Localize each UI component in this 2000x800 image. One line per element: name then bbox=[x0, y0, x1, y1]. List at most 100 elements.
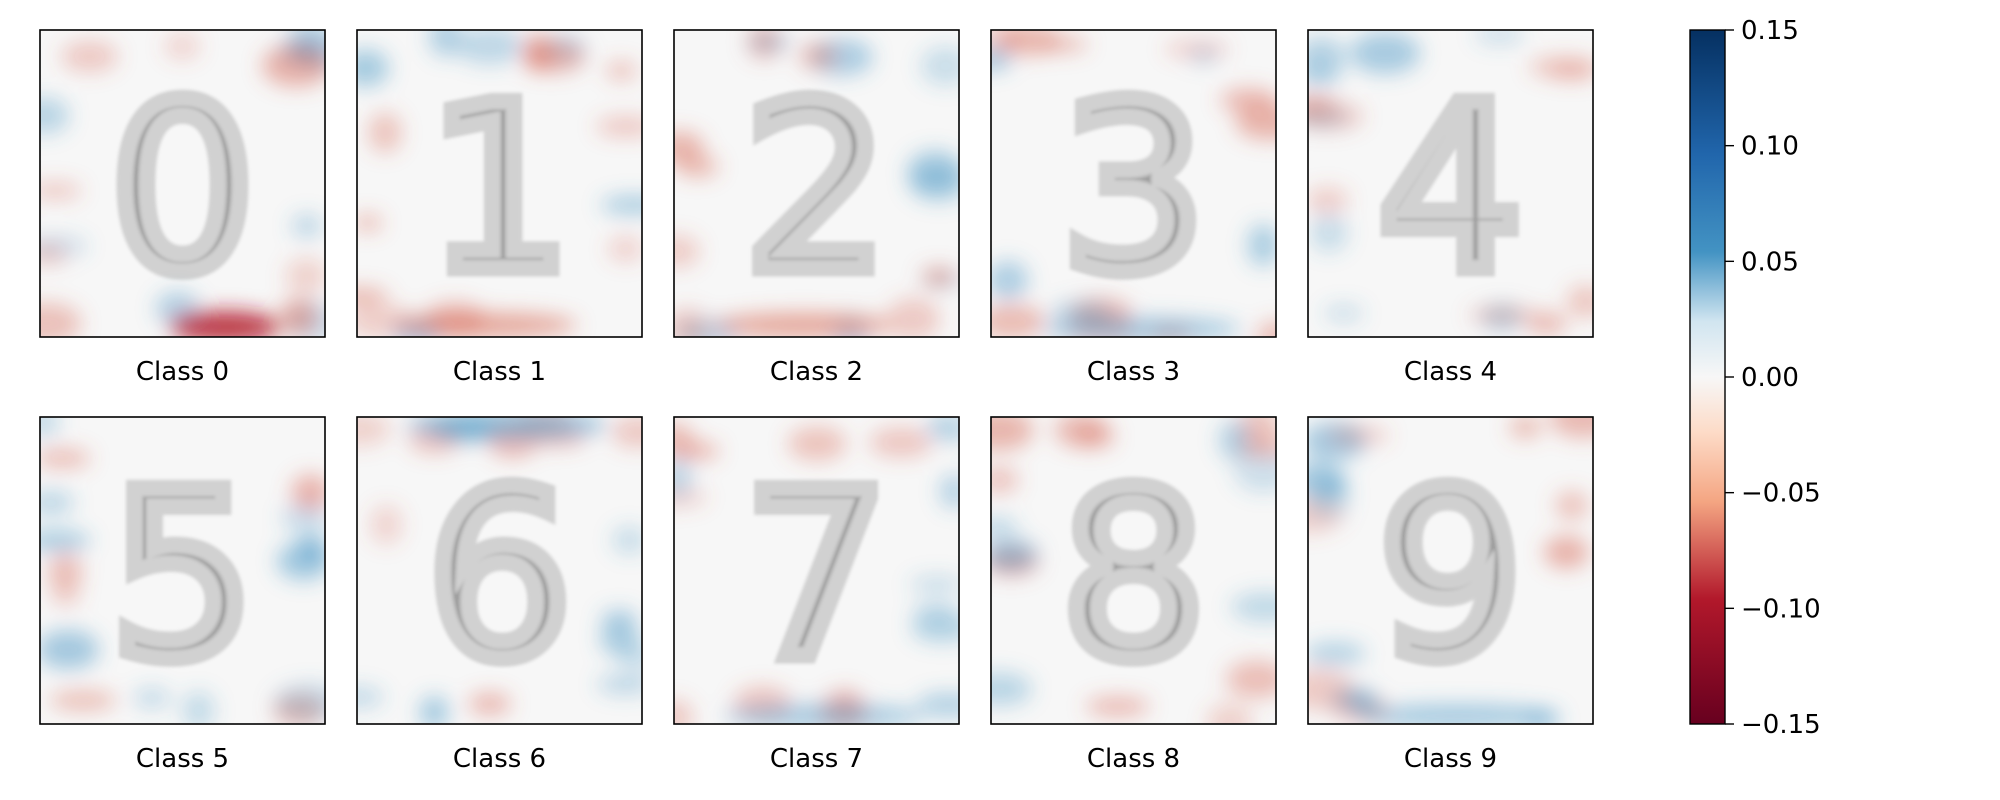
heatmap-blob bbox=[674, 308, 709, 337]
heatmap-blob bbox=[274, 683, 325, 722]
heatmap-blob bbox=[468, 692, 512, 716]
heatmap-blob bbox=[1220, 88, 1276, 113]
heatmap-blob bbox=[724, 704, 924, 724]
heatmap-blob bbox=[991, 417, 1034, 451]
panel-grid: 0 Class 0 1 Class 1 2 Class 2 3 Class 3 4 Class 4… bbox=[39, 29, 1594, 774]
heatmap-blob bbox=[1230, 591, 1276, 623]
heatmap-blob bbox=[939, 473, 959, 509]
colorbar-tick-label: −0.05 bbox=[1741, 479, 1821, 509]
heatmap-blob bbox=[1218, 420, 1251, 461]
panel-frame bbox=[39, 29, 326, 338]
heatmap-cells bbox=[991, 417, 1276, 724]
heatmap-blob bbox=[920, 46, 959, 86]
heatmap-blob bbox=[40, 417, 59, 439]
heatmap-cells bbox=[357, 417, 642, 724]
colorbar-tick-label: 0.10 bbox=[1741, 132, 1799, 162]
panel-title: Class 4 bbox=[1404, 357, 1497, 387]
heatmap-blob bbox=[40, 97, 70, 135]
heatmap-blob bbox=[1206, 702, 1253, 724]
heatmap-blob bbox=[1308, 37, 1346, 78]
panel-class-0: 0 Class 0 bbox=[39, 29, 326, 387]
heatmap-blob bbox=[612, 525, 642, 555]
heatmap-blob bbox=[674, 699, 694, 724]
heatmap-background bbox=[357, 30, 642, 337]
heatmap-blob bbox=[1226, 660, 1276, 699]
heatmap-background bbox=[674, 417, 959, 724]
heatmap-blob bbox=[1549, 417, 1593, 439]
heatmap-blob bbox=[798, 42, 838, 70]
panel-title: Class 6 bbox=[453, 744, 546, 774]
panel-title: Class 1 bbox=[453, 357, 546, 387]
heatmap-cells bbox=[991, 30, 1276, 337]
heatmap-blob bbox=[1327, 426, 1390, 445]
heatmap-blob bbox=[991, 260, 1029, 300]
heatmap-blob bbox=[368, 112, 402, 153]
heatmap-blob bbox=[1349, 32, 1421, 74]
heatmap-blob bbox=[370, 504, 403, 546]
heatmap-blob bbox=[357, 214, 383, 232]
heatmap-blob bbox=[1566, 284, 1593, 318]
panel-frame bbox=[990, 416, 1277, 725]
heatmap-blob bbox=[1543, 535, 1590, 569]
heatmap-blob bbox=[991, 466, 1019, 494]
heatmap-blob bbox=[357, 686, 384, 708]
colorbar: 0.15 0.10 0.05 0.00 −0.05 −0.10 −0.15 bbox=[1689, 16, 1821, 740]
heatmap-blob bbox=[1358, 704, 1558, 724]
digit-overlay-6: 6 bbox=[426, 444, 572, 711]
digit-overlay-3: 3 bbox=[1060, 57, 1206, 324]
panel-title: Class 7 bbox=[770, 744, 863, 774]
colorbar-tick-label: −0.15 bbox=[1741, 710, 1821, 740]
heatmap-blob bbox=[600, 195, 642, 215]
heatmap-blob bbox=[47, 552, 83, 593]
heatmap-blob bbox=[40, 448, 91, 468]
heatmap-blob bbox=[991, 672, 1033, 707]
heatmap-background bbox=[1308, 30, 1593, 337]
heatmap-blob bbox=[1041, 317, 1241, 337]
heatmap-blob bbox=[787, 426, 847, 461]
heatmap-blob bbox=[454, 30, 525, 65]
panel-frame bbox=[673, 29, 960, 338]
heatmap-blob bbox=[674, 456, 693, 498]
heatmap-blob bbox=[1308, 641, 1366, 666]
colorbar-tick-label: 0.00 bbox=[1741, 363, 1799, 393]
panel-title: Class 8 bbox=[1087, 744, 1180, 774]
heatmap-blob bbox=[357, 304, 416, 337]
heatmap-blob bbox=[1308, 187, 1349, 214]
heatmap-blob bbox=[1323, 304, 1364, 322]
heatmap-blob bbox=[1309, 213, 1348, 253]
colorbar-gradient bbox=[1689, 29, 1726, 725]
heatmap-blob bbox=[291, 474, 325, 511]
heatmap-blob bbox=[40, 530, 91, 552]
heatmap-blob bbox=[40, 182, 82, 200]
heatmap-blob bbox=[921, 266, 956, 287]
heatmap-blob bbox=[297, 533, 325, 563]
digit-overlay-8: 8 bbox=[1060, 444, 1206, 711]
panel-class-3: 3 Class 3 bbox=[990, 29, 1277, 387]
heatmap-blob bbox=[991, 47, 1012, 71]
heatmap-blob bbox=[182, 691, 216, 724]
panel-class-9: 9 Class 9 bbox=[1307, 416, 1594, 774]
heatmap-blob bbox=[40, 490, 75, 516]
panel-frame bbox=[1307, 416, 1594, 725]
panel-class-1: 1 Class 1 bbox=[356, 29, 643, 387]
heatmap-cells bbox=[674, 417, 959, 724]
heatmap-background bbox=[357, 417, 642, 724]
heatmap-blob bbox=[1474, 30, 1525, 46]
heatmap-blob bbox=[49, 690, 117, 711]
heatmap-blob bbox=[596, 116, 642, 137]
heatmap-blob bbox=[1049, 301, 1112, 324]
panel-frame bbox=[990, 29, 1277, 338]
heatmap-background bbox=[40, 417, 325, 724]
panel-class-8: 8 Class 8 bbox=[990, 416, 1277, 774]
heatmap-blob bbox=[61, 40, 118, 73]
heatmap-blob bbox=[911, 613, 959, 643]
heatmap-blob bbox=[397, 313, 577, 337]
heatmap-blob bbox=[291, 214, 323, 238]
heatmap-blob bbox=[281, 503, 325, 533]
heatmap-blob bbox=[746, 33, 793, 51]
digit-overlay-5: 5 bbox=[109, 444, 255, 711]
heatmap-blob bbox=[908, 163, 959, 203]
digit-overlay-1: 1 bbox=[426, 57, 572, 324]
heatmap-blob bbox=[40, 302, 82, 337]
